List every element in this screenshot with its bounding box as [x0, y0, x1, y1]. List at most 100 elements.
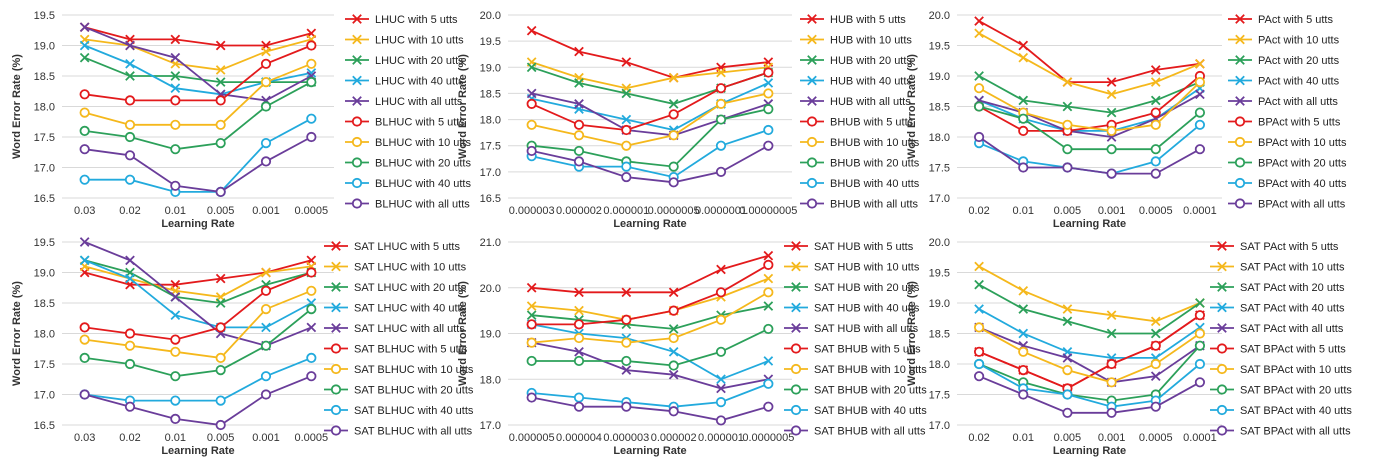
data-point [260, 389, 272, 400]
data-point [1062, 119, 1073, 130]
series-line [978, 75, 1201, 132]
legend-item: SAT BLHUC with all utts [324, 425, 473, 438]
x-tick-label: 0.000003 [509, 205, 555, 217]
y-tick-label: 19.0 [480, 62, 501, 74]
legend-marker [791, 261, 801, 272]
y-tick-label: 17.5 [34, 359, 55, 371]
legend-label: BHUB with all utts [830, 199, 919, 211]
legend-marker [790, 343, 802, 354]
x-tick-label: 0.02 [119, 205, 140, 217]
data-point [1106, 310, 1117, 321]
data-point [1194, 144, 1206, 155]
data-point [526, 392, 537, 403]
y-tick-label: 19.5 [480, 36, 501, 48]
series-line [84, 308, 312, 378]
legend-marker [1234, 136, 1246, 148]
series-8 [973, 101, 1206, 155]
x-tick-label: 0.005 [1054, 432, 1082, 444]
data-point [215, 77, 226, 87]
data-point [668, 324, 679, 334]
series-line [531, 108, 769, 168]
data-point [125, 58, 135, 69]
data-point [79, 22, 90, 33]
series-10 [526, 392, 774, 426]
data-point [715, 415, 727, 426]
series-8 [79, 303, 317, 382]
legend-label: BPAct with 10 utts [1258, 137, 1347, 149]
data-point [973, 371, 985, 382]
legend-marker [1216, 384, 1228, 395]
data-point [170, 371, 181, 382]
data-point [1150, 401, 1161, 412]
chart-panel-2: 16.5 17.0 17.5 18.0 18.5 19.0 19.5 20.0 0.000003… [457, 10, 920, 230]
data-point [973, 358, 985, 370]
series-line [531, 129, 769, 179]
y-tick-label: 17.0 [34, 163, 55, 175]
legend-marker [1235, 75, 1245, 86]
y-tick-label: 17.5 [480, 141, 501, 153]
data-point [1018, 40, 1029, 51]
legend-label: HUB with all utts [830, 96, 911, 108]
data-point [1150, 340, 1161, 351]
y-tick-label: 16.5 [480, 193, 501, 205]
legend-item: SAT BHUB with 10 utts [784, 363, 927, 376]
data-point [215, 273, 226, 284]
legend-item: SAT LHUC with 10 utts [324, 262, 467, 274]
legend-item: BPAct with 10 utts [1228, 136, 1347, 149]
data-point [526, 301, 537, 311]
data-point [973, 83, 985, 94]
data-point [1106, 77, 1117, 87]
legend-marker [791, 323, 801, 333]
x-tick-label: 0.000004 [556, 432, 602, 444]
y-tick-label: 18.0 [929, 132, 950, 144]
legend-marker [331, 261, 341, 272]
legend-label: LHUC with 5 utts [375, 14, 458, 26]
y-tick-label: 17.0 [929, 193, 950, 205]
legend: SAT PAct with 5 utts SAT PAct with 10 utt… [1210, 241, 1352, 438]
data-point [1062, 316, 1073, 327]
legend-marker [331, 282, 341, 292]
y-tick-label: 19.5 [34, 237, 55, 249]
x-tick-label: 0.005 [1054, 205, 1082, 217]
data-point [260, 303, 272, 315]
x-tick-label: 0.001 [252, 432, 280, 444]
legend-label: PAct with all utts [1258, 96, 1338, 108]
legend-label: SAT LHUC with 10 utts [354, 262, 467, 274]
data-point [668, 360, 679, 371]
legend-marker [1235, 96, 1245, 106]
legend-item: PAct with 5 utts [1228, 14, 1333, 26]
data-point [1062, 407, 1073, 418]
data-point [170, 71, 181, 81]
data-point [1106, 89, 1117, 100]
data-point [573, 145, 585, 157]
legend-label: SAT BHUB with 10 utts [814, 364, 927, 376]
y-tick-label: 20.0 [929, 10, 950, 22]
data-point [573, 130, 585, 141]
y-tick-label: 18.0 [480, 374, 501, 386]
series-line [978, 326, 1201, 384]
y-tick-label: 16.5 [34, 420, 55, 432]
legend-label: SAT HUB with 10 utts [814, 262, 920, 274]
data-point [668, 99, 679, 109]
series-2 [526, 57, 774, 94]
data-point [973, 131, 985, 143]
legend-item: SAT BHUB with 40 utts [784, 404, 927, 417]
x-tick-label: 0.0005 [295, 205, 329, 217]
data-point [215, 65, 226, 75]
legend-label: PAct with 20 utts [1258, 55, 1340, 67]
data-point [763, 259, 774, 270]
legend-item: SAT HUB with all utts [784, 323, 919, 335]
legend-label: LHUC with 10 utts [375, 35, 464, 47]
x-tick-label: 0.000002 [651, 432, 697, 444]
x-tick-label: 0.000001 [603, 205, 649, 217]
data-point [261, 267, 271, 278]
legend-label: SAT BPAct with 40 utts [1240, 405, 1352, 417]
y-tick-label: 20.0 [480, 10, 501, 22]
legend-marker [352, 34, 362, 45]
data-point [1106, 144, 1117, 155]
y-tick-label: 19.0 [929, 298, 950, 310]
data-point [215, 395, 226, 406]
y-tick-label: 18.0 [34, 102, 55, 114]
series-10 [973, 131, 1206, 179]
chart-panel-4: 16.5 17.0 17.5 18.0 18.5 19.0 19.5 0.03 0.02 0.01… [11, 237, 474, 457]
